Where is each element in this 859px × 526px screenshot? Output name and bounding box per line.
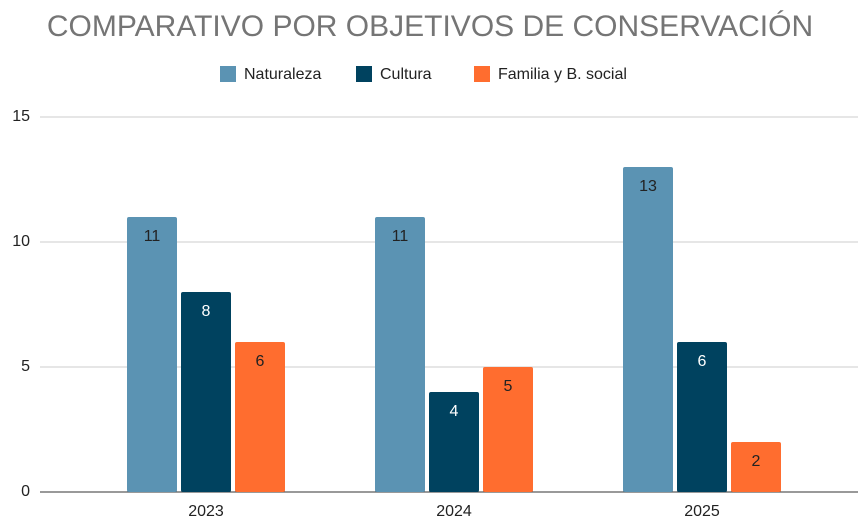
bar: [731, 442, 781, 492]
data-label: 2: [752, 453, 761, 470]
x-tick-label: 2024: [436, 503, 472, 520]
bar: [677, 342, 727, 492]
bar: [375, 217, 425, 492]
legend-label: Cultura: [380, 66, 432, 83]
legend-label: Naturaleza: [244, 66, 321, 83]
data-label: 8: [202, 303, 211, 320]
legend-swatch: [356, 66, 372, 82]
x-tick-label: 2025: [684, 503, 720, 520]
data-label: 4: [450, 403, 459, 420]
x-tick-label: 2023: [188, 503, 224, 520]
data-label: 6: [698, 353, 707, 370]
legend-swatch: [220, 66, 236, 82]
data-label: 11: [144, 228, 161, 245]
y-tick-label: 5: [21, 358, 30, 375]
data-label: 6: [256, 353, 265, 370]
y-tick-label: 10: [12, 233, 30, 250]
y-tick-label: 0: [21, 483, 30, 500]
y-tick-label: 15: [12, 108, 30, 125]
data-label: 5: [504, 378, 513, 395]
bar: [623, 167, 673, 492]
bar: [483, 367, 533, 492]
bar: [235, 342, 285, 492]
legend-swatch: [474, 66, 490, 82]
legend-label: Familia y B. social: [498, 66, 627, 83]
chart-title: COMPARATIVO POR OBJETIVOS DE CONSERVACIÓ…: [47, 10, 813, 43]
data-label: 11: [392, 228, 409, 245]
bar: [127, 217, 177, 492]
bar: [181, 292, 231, 492]
data-label: 13: [639, 178, 657, 195]
bar: [429, 392, 479, 492]
